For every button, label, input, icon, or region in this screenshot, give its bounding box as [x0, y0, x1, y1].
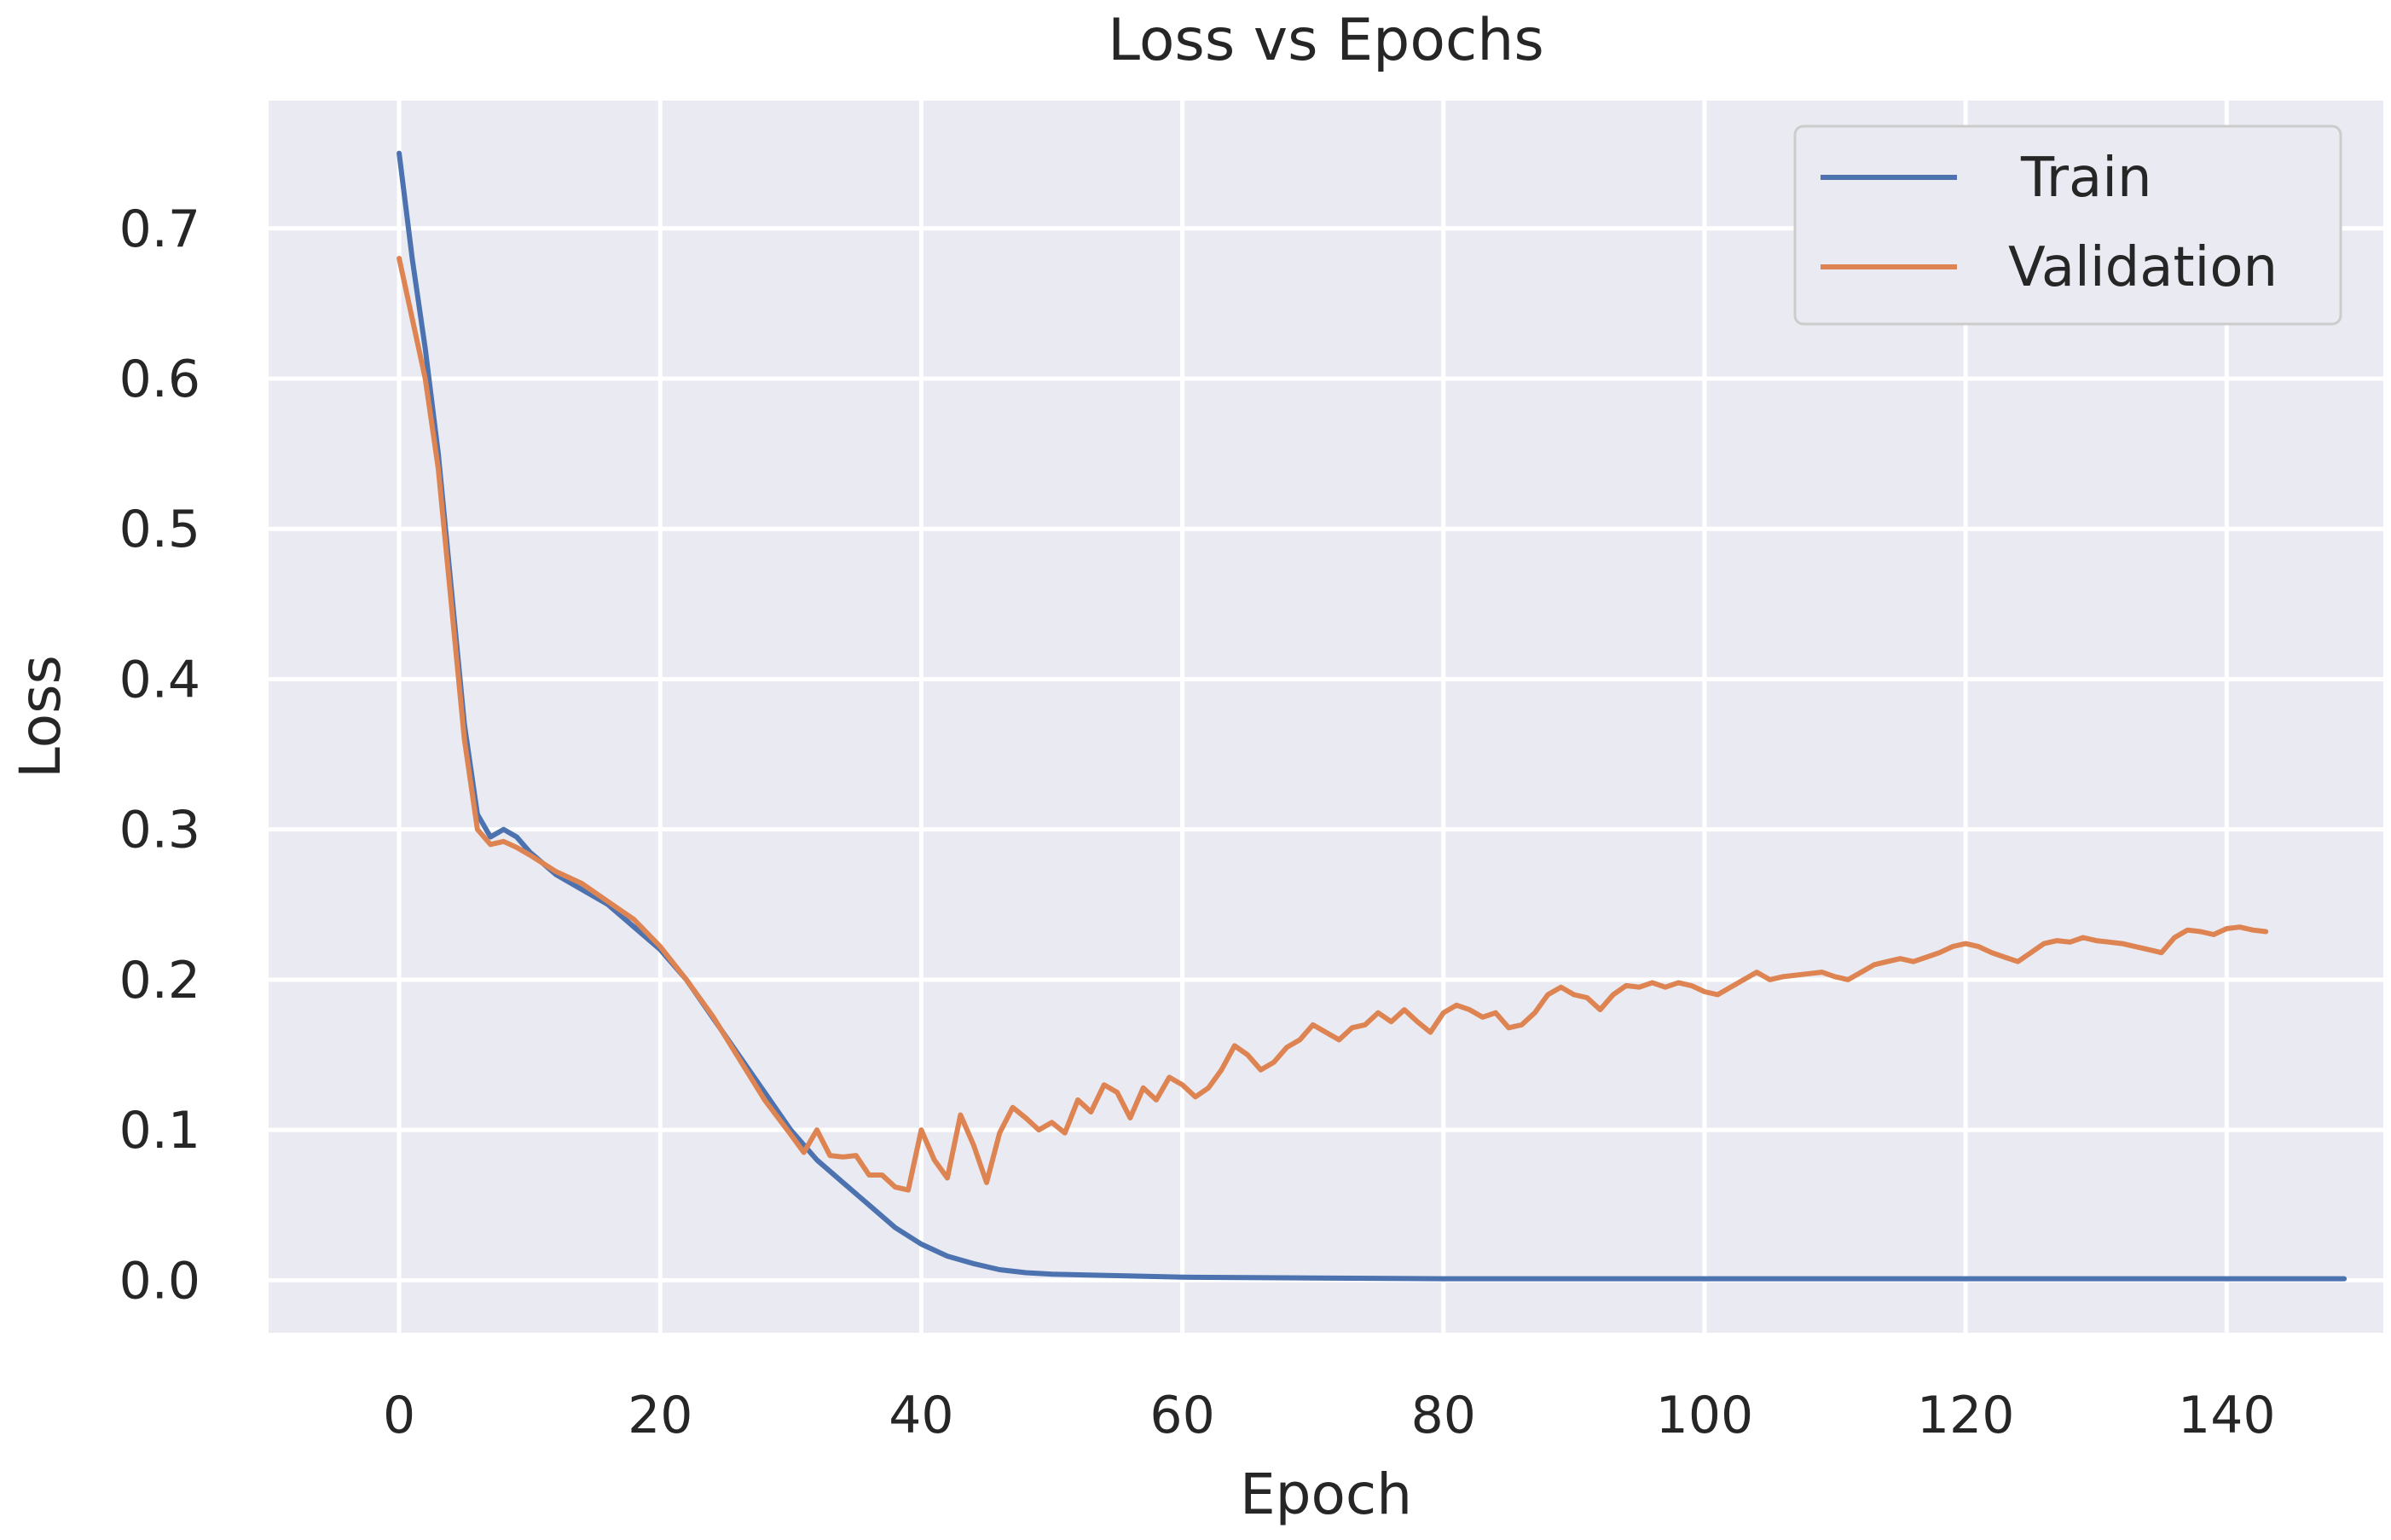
series-layer: [397, 150, 2348, 1282]
x-tick-label: 80: [1411, 1386, 1476, 1445]
y-tick-label: 0.5: [119, 500, 200, 559]
legend-label-train: Train: [2020, 147, 2152, 210]
x-tick-label: 100: [1656, 1386, 1754, 1445]
x-tick-label: 20: [628, 1386, 692, 1445]
x-tick-label: 120: [1917, 1386, 2015, 1445]
x-tick-label: 40: [889, 1386, 953, 1445]
y-axis-ticks: 0.0 0.1 0.2 0.3 0.4 0.5 0.6 0.7: [119, 200, 200, 1311]
y-tick-label: 0.0: [119, 1251, 200, 1311]
x-axis-ticks: 0 20 40 60 80 100 120 140: [383, 1386, 2276, 1445]
x-tick-label: 60: [1149, 1386, 1214, 1445]
y-tick-label: 0.7: [119, 200, 200, 259]
y-tick-label: 0.6: [119, 350, 200, 409]
y-tick-label: 0.4: [119, 650, 200, 709]
legend: Train Validation: [1793, 124, 2342, 326]
x-axis-label: Epoch: [1240, 1462, 1412, 1527]
y-tick-label: 0.2: [119, 951, 200, 1010]
y-tick-label: 0.1: [119, 1101, 200, 1161]
series-line-validation: [397, 256, 2269, 1193]
x-tick-label: 140: [2178, 1386, 2276, 1445]
chart-title: Loss vs Epochs: [1108, 7, 1544, 74]
legend-label-validation: Validation: [2008, 236, 2278, 299]
x-tick-label: 0: [383, 1386, 415, 1445]
y-tick-label: 0.3: [119, 801, 200, 860]
series-line-train: [397, 150, 2348, 1282]
y-axis-label: Loss: [8, 655, 73, 779]
